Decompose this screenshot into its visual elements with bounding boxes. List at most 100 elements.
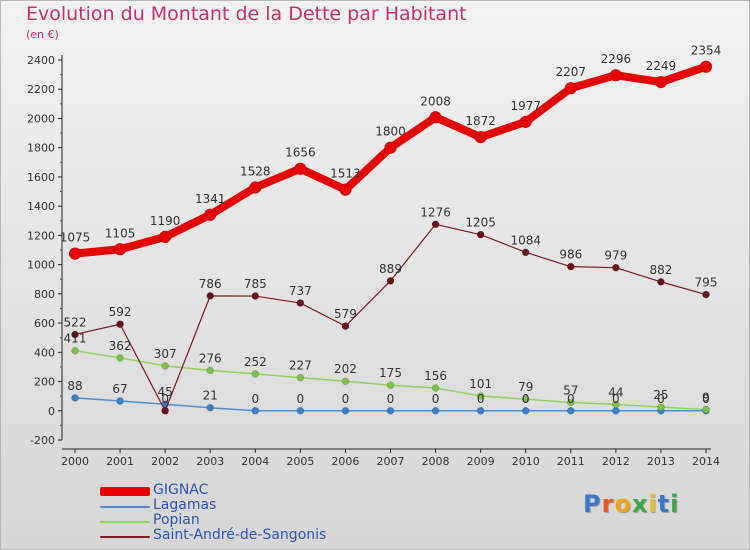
data-label: 1528	[240, 164, 271, 178]
data-point	[564, 81, 578, 95]
data-label: 44	[608, 385, 623, 399]
data-point	[206, 292, 214, 300]
data-point	[71, 330, 79, 339]
data-point	[431, 384, 440, 392]
data-point	[612, 407, 620, 415]
data-label: 2354	[691, 44, 722, 58]
data-point	[113, 243, 127, 256]
y-tick-label: 1600	[27, 171, 55, 184]
legend-label: Lagamas	[153, 497, 217, 513]
data-label: 1977	[510, 99, 541, 113]
legend-swatch	[100, 536, 150, 538]
x-tick-label: 2006	[331, 455, 359, 468]
x-tick-label: 2003	[196, 455, 224, 468]
data-label: 362	[109, 339, 132, 353]
data-point	[296, 407, 305, 415]
y-tick-label: 200	[34, 376, 55, 389]
y-tick-label: 800	[34, 288, 55, 301]
data-label: 786	[199, 277, 222, 291]
x-tick-label: 2010	[512, 455, 540, 468]
data-point	[341, 322, 350, 330]
data-label: 25	[653, 388, 668, 402]
y-tick-label: -200	[30, 434, 55, 447]
data-point	[429, 111, 442, 124]
data-label: 57	[563, 383, 578, 397]
data-label: 1872	[465, 114, 496, 128]
x-tick-label: 2009	[467, 455, 495, 468]
data-label: 1341	[195, 192, 226, 206]
data-label: 1105	[105, 226, 136, 240]
data-label: 0	[612, 392, 620, 406]
data-point	[341, 377, 350, 385]
x-tick-label: 2011	[557, 455, 585, 468]
y-tick-label: 2200	[27, 83, 55, 96]
x-tick-label: 2004	[241, 455, 269, 468]
logo-letter: i	[670, 490, 680, 518]
logo-letter: t	[657, 490, 671, 518]
data-point	[296, 299, 305, 307]
data-point	[384, 141, 397, 154]
data-point	[161, 362, 169, 370]
y-tick-label: 600	[34, 317, 55, 330]
data-label: 2296	[601, 52, 632, 66]
data-label: 2207	[556, 65, 587, 79]
data-point	[251, 292, 260, 300]
data-label: 0	[522, 392, 530, 406]
data-label: 67	[112, 382, 127, 396]
data-point	[476, 392, 485, 400]
x-tick-label: 2014	[692, 455, 720, 468]
legend-label: GIGNAC	[153, 482, 209, 498]
data-label: 579	[334, 307, 357, 321]
x-tick-label: 2000	[61, 455, 89, 468]
data-point	[521, 248, 530, 257]
data-label: 1656	[285, 146, 316, 160]
data-point	[158, 230, 172, 244]
data-point	[612, 263, 620, 272]
data-point	[431, 407, 440, 415]
data-label: 1190	[150, 214, 181, 228]
data-point	[521, 395, 530, 403]
data-point	[161, 407, 169, 415]
data-point	[702, 290, 710, 299]
data-label: 1075	[60, 231, 91, 245]
data-point	[476, 230, 485, 239]
data-label: 307	[154, 347, 177, 361]
data-point	[339, 183, 352, 196]
data-label: 979	[604, 249, 627, 263]
chart-subtitle: (en €)	[26, 28, 59, 41]
data-label: 0	[161, 392, 169, 406]
y-tick-label: 400	[34, 346, 55, 359]
data-label: 88	[67, 379, 82, 393]
x-tick-label: 2002	[151, 455, 179, 468]
legend-swatch	[100, 487, 150, 496]
data-point	[294, 162, 307, 175]
logo-letter: o	[614, 490, 632, 518]
legend-swatch	[100, 506, 150, 508]
y-tick-label: 1800	[27, 142, 55, 155]
data-label: 889	[379, 262, 402, 276]
data-label: 0	[702, 392, 710, 406]
data-point	[116, 397, 124, 405]
data-label: 202	[334, 362, 357, 376]
data-label: 592	[109, 305, 132, 319]
data-point	[386, 381, 395, 389]
data-label: 0	[477, 392, 485, 406]
data-label: 227	[289, 359, 312, 373]
data-point	[657, 278, 665, 286]
data-label: 1276	[420, 205, 451, 219]
data-point	[567, 398, 575, 407]
y-tick-label: 1200	[27, 229, 55, 242]
x-tick-label: 2005	[286, 455, 314, 468]
data-point	[567, 262, 575, 271]
y-tick-label: 1000	[27, 259, 55, 272]
legend-label: Popian	[153, 512, 200, 528]
y-tick-label: 0	[48, 405, 55, 418]
data-point	[521, 407, 530, 415]
x-tick-label: 2012	[602, 455, 630, 468]
data-label: 1513	[330, 167, 361, 181]
data-label: 9	[702, 390, 710, 404]
data-label: 411	[64, 332, 87, 346]
data-label: 101	[469, 377, 492, 391]
data-label: 0	[251, 392, 259, 406]
